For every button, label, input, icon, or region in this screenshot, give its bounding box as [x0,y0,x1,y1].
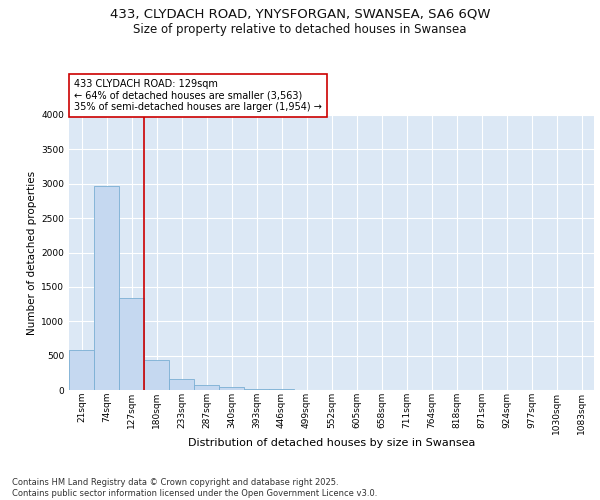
Text: Size of property relative to detached houses in Swansea: Size of property relative to detached ho… [133,22,467,36]
Bar [69,350,94,390]
Bar [194,385,219,390]
Y-axis label: Number of detached properties: Number of detached properties [27,170,37,334]
Bar [144,360,169,390]
Text: Contains HM Land Registry data © Crown copyright and database right 2025.
Contai: Contains HM Land Registry data © Crown c… [12,478,377,498]
Text: 433 CLYDACH ROAD: 129sqm
← 64% of detached houses are smaller (3,563)
35% of sem: 433 CLYDACH ROAD: 129sqm ← 64% of detach… [74,79,322,112]
Bar [119,298,144,390]
Bar [169,380,194,390]
Bar [219,387,244,390]
Bar [94,186,119,390]
X-axis label: Distribution of detached houses by size in Swansea: Distribution of detached houses by size … [188,438,475,448]
Text: 433, CLYDACH ROAD, YNYSFORGAN, SWANSEA, SA6 6QW: 433, CLYDACH ROAD, YNYSFORGAN, SWANSEA, … [110,8,490,20]
Bar [244,389,269,390]
